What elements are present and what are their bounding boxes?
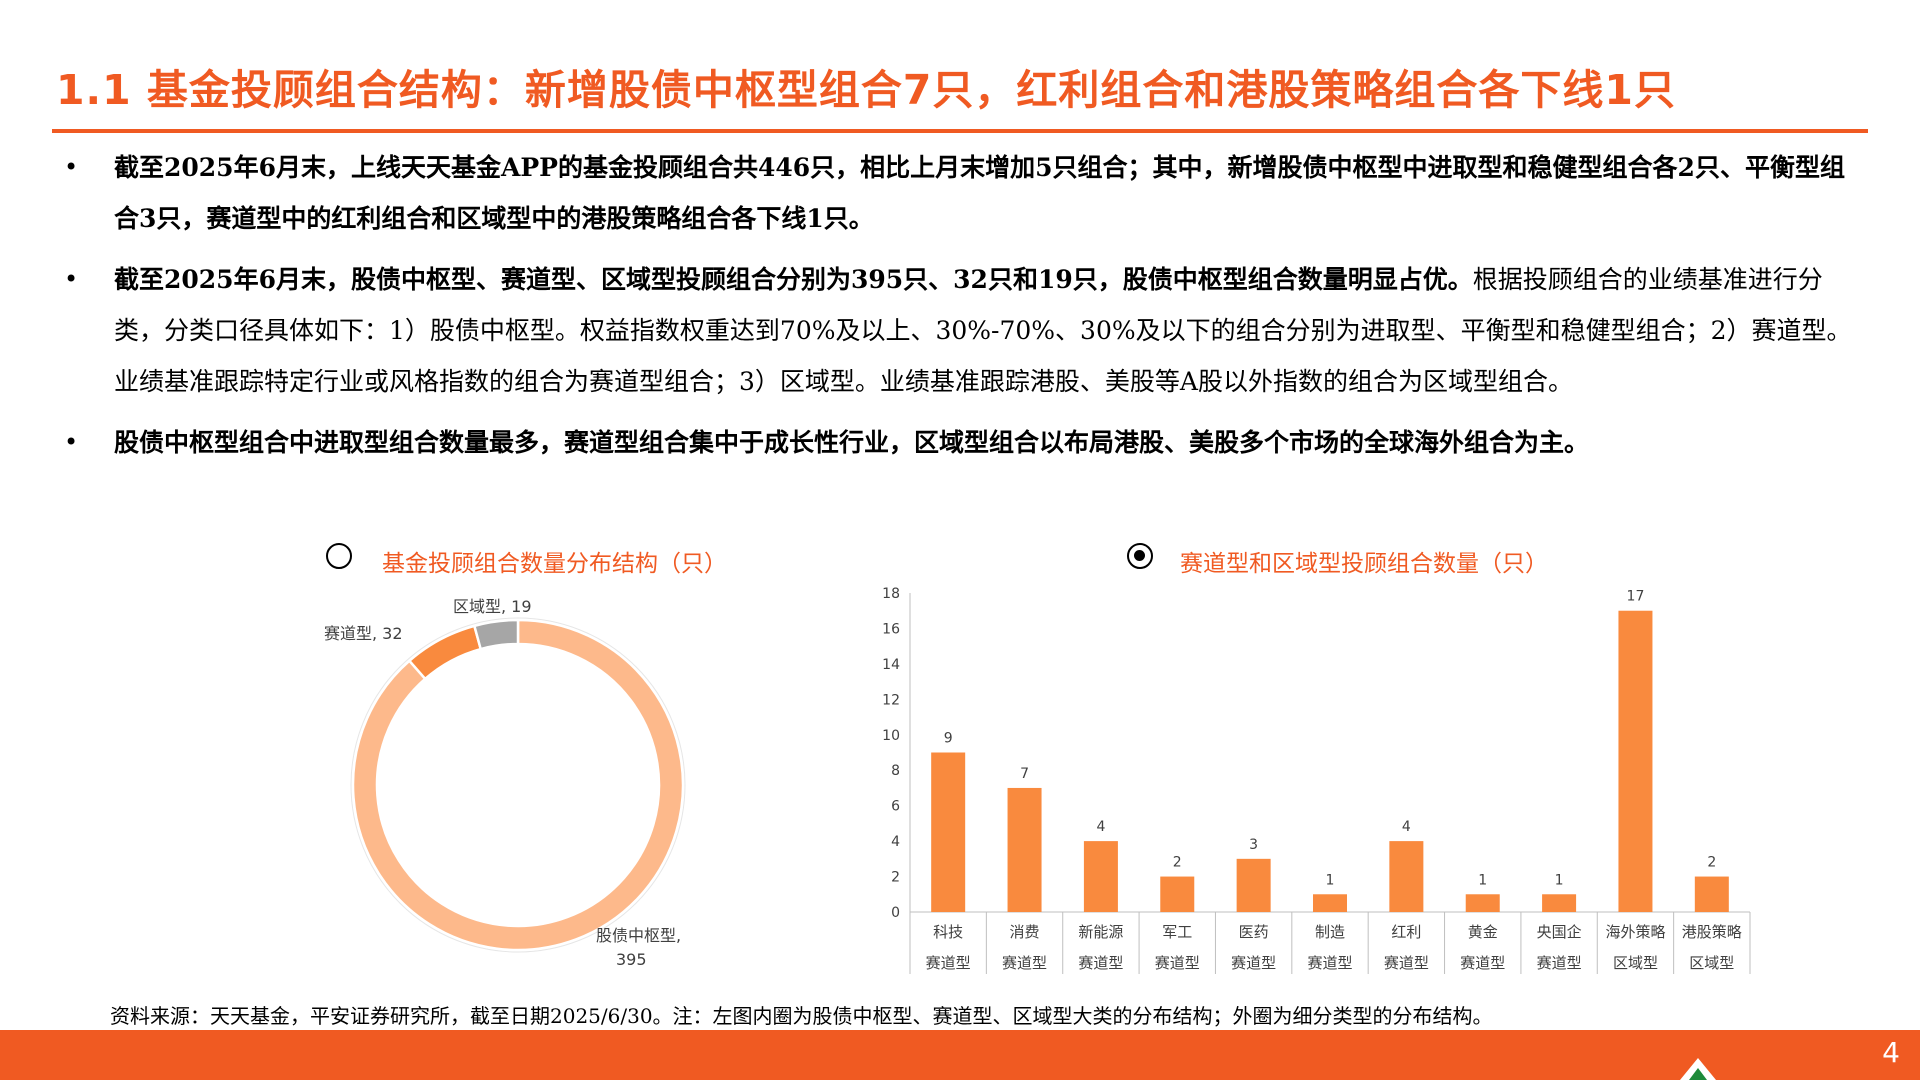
x-group-label: 赛道型 <box>1460 954 1505 972</box>
bar-value-label: 7 <box>1020 766 1029 782</box>
y-tick-label: 18 <box>882 586 900 602</box>
bar-科技 <box>931 752 966 912</box>
bullet-2-text: 根据投顾组合的业绩基准进行分类，分类口径具体如下：1）股债中枢型。权益指数权重达… <box>114 265 1852 396</box>
bullet-item-1: • 截至2025年6月末，上线天天基金APP的基金投顾组合共446只，相比上月末… <box>60 142 1860 244</box>
x-category-label: 海外策略 <box>1605 923 1665 941</box>
bar-value-label: 17 <box>1627 589 1645 605</box>
x-group-label: 赛道型 <box>926 954 971 972</box>
x-group-label: 赛道型 <box>1002 954 1047 972</box>
bullet-1-bold: 截至2025年6月末，上线天天基金APP的基金投顾组合共446只，相比上月末增加… <box>114 153 1845 233</box>
bar-value-label: 9 <box>944 731 953 747</box>
bar-value-label: 2 <box>1173 855 1182 871</box>
page-title: 1.1 基金投顾组合结构：新增股债中枢型组合7只，红利组合和港股策略组合各下线1… <box>56 66 1676 114</box>
bar-消费 <box>1007 787 1042 912</box>
x-group-label: 区域型 <box>1613 954 1658 972</box>
bar-红利 <box>1389 841 1424 912</box>
bar-value-label: 4 <box>1096 819 1105 835</box>
y-tick-label: 6 <box>891 799 900 815</box>
x-group-label: 赛道型 <box>1537 954 1582 972</box>
bar-制造 <box>1313 894 1347 912</box>
x-group-label: 赛道型 <box>1307 954 1352 972</box>
y-tick-label: 10 <box>882 728 900 744</box>
donut-label-region: 区域型, 19 <box>453 597 532 616</box>
bar-黄金 <box>1465 894 1500 912</box>
bar-军工 <box>1160 876 1195 912</box>
donut-chart: 股债中枢型, 395 赛道型, 32 区域型, 19 <box>324 597 686 969</box>
bullet-dot: • <box>64 265 79 293</box>
bullet-item-3: • 股债中枢型组合中进取型组合数量最多，赛道型组合集中于成长性行业，区域型组合以… <box>60 417 1860 468</box>
logo-icon <box>1680 1058 1716 1080</box>
x-group-label: 赛道型 <box>1384 954 1429 972</box>
x-group-label: 赛道型 <box>1231 954 1276 972</box>
y-tick-label: 4 <box>891 834 900 850</box>
bullet-item-2: • 截至2025年6月末，股债中枢型、赛道型、区域型投顾组合分别为395只、32… <box>60 254 1860 407</box>
x-category-label: 制造 <box>1315 923 1345 941</box>
page-number: 4 <box>1882 1036 1900 1069</box>
donut-outline <box>350 617 686 953</box>
y-tick-label: 14 <box>882 657 900 673</box>
source-note: 资料来源：天天基金，平安证券研究所，截至日期2025/6/30。注：左图内圈为股… <box>110 1004 1493 1028</box>
donut-label-track: 赛道型, 32 <box>324 624 403 643</box>
x-category-label: 医药 <box>1239 923 1269 941</box>
x-category-label: 黄金 <box>1468 923 1498 941</box>
title-underline <box>52 129 1868 133</box>
bar-医药 <box>1236 858 1271 912</box>
bullet-2-bold: 截至2025年6月末，股债中枢型、赛道型、区域型投顾组合分别为395只、32只和… <box>114 265 1473 294</box>
y-tick-label: 0 <box>891 905 900 921</box>
x-group-label: 赛道型 <box>1155 954 1200 972</box>
donut-chart-title: 基金投顾组合数量分布结构（只） <box>382 551 727 577</box>
x-category-label: 红利 <box>1391 923 1421 941</box>
bar-央国企 <box>1542 894 1577 912</box>
y-tick-label: 8 <box>891 763 900 779</box>
donut-slice-2 <box>407 624 483 681</box>
x-category-label: 港股策略 <box>1682 923 1742 941</box>
bar-新能源 <box>1083 841 1118 912</box>
radio-empty-icon[interactable] <box>326 543 352 569</box>
bullet-3-bold: 股债中枢型组合中进取型组合数量最多，赛道型组合集中于成长性行业，区域型组合以布局… <box>114 428 1590 457</box>
x-category-label: 科技 <box>933 923 963 941</box>
bar-value-label: 1 <box>1478 872 1487 888</box>
bullet-dot: • <box>64 428 79 456</box>
y-tick-label: 16 <box>882 621 900 637</box>
radio-selected-icon[interactable] <box>1127 543 1153 569</box>
y-tick-label: 12 <box>882 692 900 708</box>
donut-slice-3 <box>472 618 520 651</box>
bar-港股策略 <box>1694 876 1729 912</box>
x-category-label: 军工 <box>1162 923 1192 941</box>
x-category-label: 新能源 <box>1078 923 1123 941</box>
bar-value-label: 2 <box>1707 855 1716 871</box>
y-tick-label: 2 <box>891 870 900 886</box>
bar-海外策略 <box>1618 610 1653 912</box>
donut-slice-1 <box>351 618 685 952</box>
donut-label-main: 股债中枢型, <box>596 926 681 945</box>
bullet-dot: • <box>64 153 79 181</box>
bar-value-label: 1 <box>1555 872 1564 888</box>
footer-bar <box>0 1030 1920 1080</box>
x-group-label: 区域型 <box>1689 954 1734 972</box>
x-category-label: 消费 <box>1010 923 1040 941</box>
donut-label-main-value: 395 <box>616 950 647 969</box>
bar-value-label: 4 <box>1402 819 1411 835</box>
bar-value-label: 3 <box>1249 837 1258 853</box>
x-category-label: 央国企 <box>1537 923 1582 941</box>
x-group-label: 赛道型 <box>1078 954 1123 972</box>
bullet-list: • 截至2025年6月末，上线天天基金APP的基金投顾组合共446只，相比上月末… <box>60 142 1860 478</box>
bar-chart-title: 赛道型和区域型投顾组合数量（只） <box>1180 551 1548 577</box>
bar-value-label: 1 <box>1326 872 1335 888</box>
